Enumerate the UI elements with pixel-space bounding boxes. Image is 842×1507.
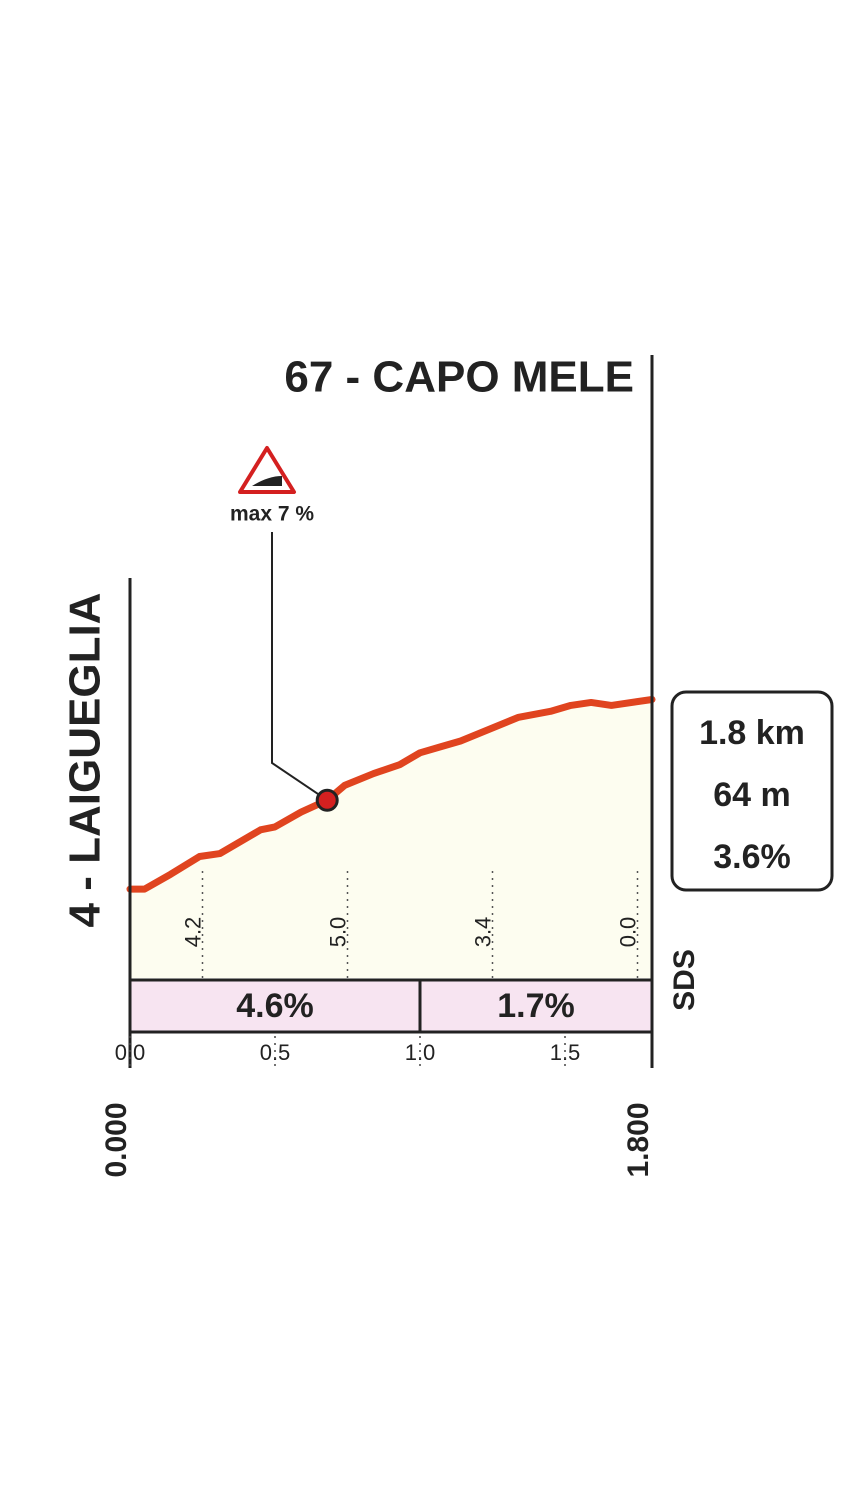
grade-label: 5.0 <box>325 917 350 948</box>
summary-text: 1.8 km <box>699 714 805 752</box>
start-label: 4 - LAIGUEGLIA <box>61 593 110 928</box>
grade-label: 0.0 <box>615 917 640 948</box>
distance-label: 1.800 <box>622 1102 655 1177</box>
distance-label: 0.000 <box>100 1102 133 1177</box>
band-label: 4.6% <box>236 987 314 1025</box>
profile-line <box>126 695 656 893</box>
logo: SDS <box>668 949 701 1011</box>
grade-label: 3.4 <box>470 917 495 948</box>
grade-band <box>418 978 654 1034</box>
summary-text: 3.6% <box>713 838 791 876</box>
profile-area <box>130 699 652 978</box>
grade-label: 4.2 <box>180 917 205 948</box>
marker-leader <box>271 532 328 802</box>
climb-icon-slope <box>252 476 282 486</box>
summary-text: 64 m <box>713 776 791 814</box>
max-point <box>315 788 339 812</box>
max-label: max 7 % <box>230 503 314 526</box>
chart-title: 67 - CAPO MELE <box>284 353 634 402</box>
band-label: 1.7% <box>497 987 575 1025</box>
grade-band <box>128 978 422 1034</box>
summary-box <box>670 690 834 892</box>
